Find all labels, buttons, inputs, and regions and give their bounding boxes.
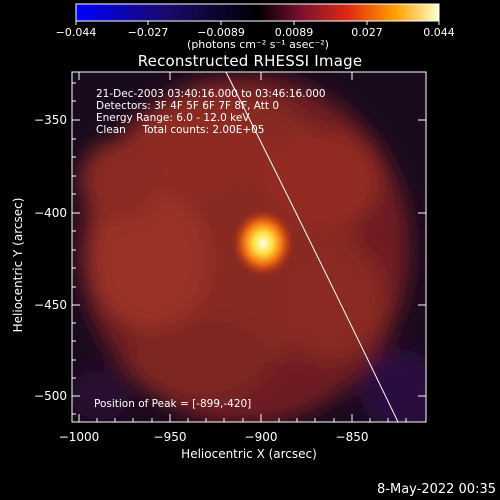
solar-image: [72, 72, 426, 422]
detectors-info: Detectors: 3F 4F 5F 6F 7F 8F, Att 0: [96, 100, 280, 112]
x-tick-label: −900: [244, 430, 278, 444]
x-ticks: [78, 72, 407, 422]
plot-frame: [71, 71, 427, 423]
x-tick-label: −1000: [58, 430, 100, 444]
plot-title: Reconstructed RHESSI Image: [137, 52, 363, 70]
colorbar-units: (photons cm⁻² s⁻¹ asec⁻²): [187, 38, 329, 51]
x-tick-label: −950: [153, 430, 187, 444]
y-ticks: [72, 82, 426, 415]
colorbar-tick-label: 0.027: [351, 26, 383, 39]
observation-time: 21-Dec-2003 03:40:16.000 to 03:46:16.000: [96, 88, 326, 100]
clean-total-counts: Clean Total counts: 2.00E+05: [96, 124, 265, 136]
peak-position: Position of Peak = [-899,-420]: [94, 398, 252, 410]
colorbar-ticks: [75, 21, 440, 25]
y-axis-label: Heliocentric Y (arcsec): [11, 197, 25, 333]
colorbar: [75, 3, 440, 22]
x-axis-label: Heliocentric X (arcsec): [181, 447, 317, 461]
colorbar-tick-label: 0.044: [423, 26, 455, 39]
x-tick-label: −850: [335, 430, 369, 444]
y-tick-label: −500: [34, 389, 67, 403]
y-tick-label: −350: [34, 113, 67, 127]
footer-date: 8-May-2022 00:35: [377, 482, 496, 497]
y-tick-label: −450: [34, 298, 67, 312]
colorbar-tick-label: −0.027: [127, 26, 169, 39]
colorbar-tick-label: 0.0089: [274, 26, 314, 39]
y-tick-label: −400: [34, 206, 67, 220]
energy-range: Energy Range: 6.0 - 12.0 keV: [96, 112, 250, 124]
colorbar-tick-label: −0.0089: [197, 26, 245, 39]
colorbar-tick-label: −0.044: [55, 26, 97, 39]
